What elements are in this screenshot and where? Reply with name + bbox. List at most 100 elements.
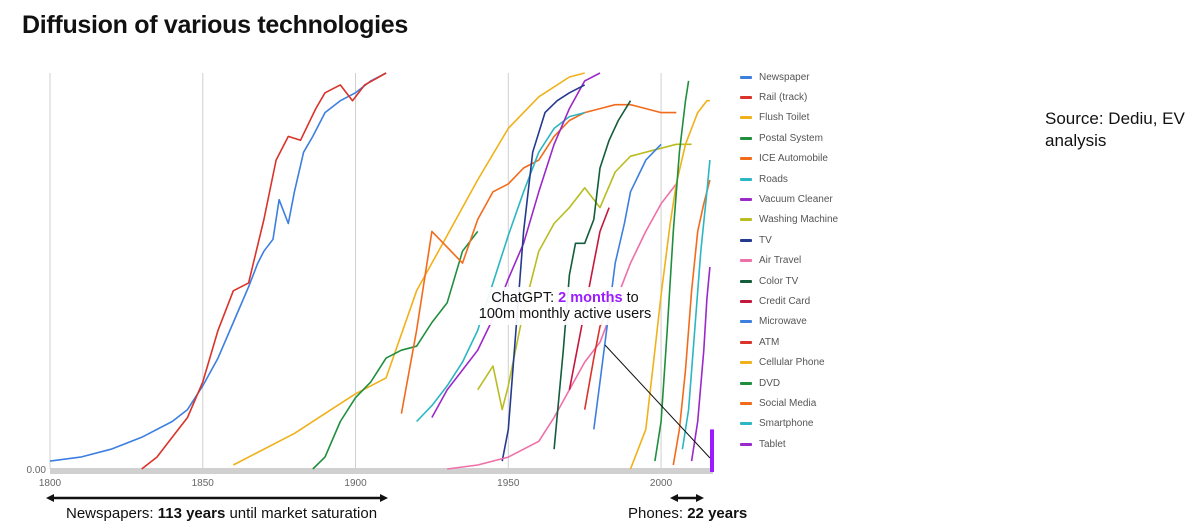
legend-label: Rail (track)	[759, 92, 808, 104]
legend-swatch	[740, 136, 752, 140]
callout-pointer	[604, 344, 711, 459]
phones-span-arrow-head-left	[670, 494, 678, 502]
legend-item: Tablet	[740, 434, 838, 454]
legend-item: DVD	[740, 373, 838, 393]
legend-item: Roads	[740, 169, 838, 189]
legend-item: Postal System	[740, 128, 838, 148]
series-line-air-travel	[447, 183, 677, 470]
legend-swatch	[740, 157, 752, 161]
legend-label: Color TV	[759, 275, 799, 287]
legend-label: Vacuum Cleaner	[759, 194, 833, 206]
series-line-flush-toilet	[232, 72, 585, 466]
legend-swatch	[740, 320, 752, 324]
legend-label: ICE Automobile	[759, 153, 828, 165]
legend-swatch	[740, 198, 752, 202]
series-line-washing-machine	[477, 143, 692, 411]
legend-label: Air Travel	[759, 255, 802, 267]
legend-label: Credit Card	[759, 295, 811, 307]
phones-note: Phones: 22 years	[628, 505, 747, 522]
legend-swatch	[740, 218, 752, 222]
newspapers-note-bold: 113 years	[157, 505, 226, 522]
phones-note-bold: 22 years	[687, 505, 748, 522]
callout-suffix: to 100m monthly active users	[478, 290, 652, 322]
series-line-roads	[416, 111, 585, 423]
page-title: Diffusion of various technologies	[22, 11, 408, 39]
legend-label: Postal System	[759, 132, 823, 144]
legend-swatch	[740, 238, 752, 242]
series-line-credit-card	[568, 207, 610, 390]
legend-label: Cellular Phone	[759, 357, 825, 369]
newspapers-note-suffix: until market saturation	[225, 505, 378, 522]
legend-swatch	[740, 442, 752, 446]
callout-prefix: ChatGPT:	[491, 290, 559, 306]
series-line-social-media	[672, 179, 711, 466]
x-tick-label: 1800	[39, 478, 62, 489]
legend-label: DVD	[759, 377, 781, 389]
x-tick-label: 1950	[497, 478, 520, 489]
legend-swatch	[740, 279, 752, 283]
series-line-tv	[501, 84, 586, 462]
legend-swatch	[740, 422, 752, 426]
legend-item: Smartphone	[740, 414, 838, 434]
legend-label: Tablet	[759, 438, 786, 450]
y-tick-label: 0.00	[27, 465, 47, 476]
legend-item: Social Media	[740, 393, 838, 413]
series-line-rail-track-	[141, 72, 387, 470]
legend-swatch	[740, 401, 752, 405]
newspapers-span-arrow-head-right	[380, 494, 388, 502]
legend-swatch	[740, 75, 752, 79]
newspapers-note-prefix: Newspapers:	[66, 505, 158, 522]
chatgpt-callout: ChatGPT: 2 months to 100m monthly active…	[474, 287, 656, 325]
series-line-postal-system	[312, 230, 479, 470]
legend-item: Color TV	[740, 271, 838, 291]
source-note: Source: Dediu, EV analysis	[1045, 109, 1185, 150]
legend-label: Roads	[759, 173, 788, 185]
legend-swatch	[740, 361, 752, 365]
series-line-dvd	[654, 80, 690, 462]
legend-label: Newspaper	[759, 71, 810, 83]
newspapers-span-arrow-head-left	[46, 494, 54, 502]
legend-item: Vacuum Cleaner	[740, 189, 838, 209]
legend-swatch	[740, 96, 752, 100]
legend-item: ICE Automobile	[740, 149, 838, 169]
legend-item: Microwave	[740, 312, 838, 332]
legend-item: Credit Card	[740, 291, 838, 311]
series-line-vacuum-cleaner	[431, 72, 601, 418]
legend-swatch	[740, 340, 752, 344]
legend-item: Washing Machine	[740, 210, 838, 230]
legend-swatch	[740, 259, 752, 263]
legend-item: ATM	[740, 332, 838, 352]
series-line-microwave	[593, 143, 662, 430]
legend-swatch	[740, 381, 752, 385]
legend-item: Flush Toilet	[740, 108, 838, 128]
callout-highlight: 2 months	[558, 290, 623, 306]
legend-label: TV	[759, 234, 772, 246]
legend-item: Cellular Phone	[740, 352, 838, 372]
series-line-ice-automobile	[400, 103, 677, 414]
phones-note-prefix: Phones:	[628, 505, 688, 522]
chart-legend: Newspaper Rail (track) Flush Toilet Postal …	[740, 67, 838, 454]
legend-item: TV	[740, 230, 838, 250]
legend-label: ATM	[759, 336, 780, 348]
series-line-newspaper	[49, 72, 387, 462]
legend-swatch	[740, 116, 752, 120]
legend-label: Smartphone	[759, 418, 814, 430]
x-tick-label: 1900	[344, 478, 367, 489]
x-tick-label: 1850	[192, 478, 215, 489]
x-tick-label: 2000	[650, 478, 673, 489]
newspapers-note: Newspapers: 113 years until market satur…	[66, 505, 377, 522]
legend-item: Air Travel	[740, 251, 838, 271]
legend-swatch	[740, 299, 752, 303]
phones-span-arrow-head-right	[696, 494, 704, 502]
series-line-smartphone	[681, 160, 711, 450]
legend-label: Microwave	[759, 316, 807, 328]
x-axis-baseline	[50, 468, 713, 474]
legend-label: Social Media	[759, 397, 817, 409]
legend-label: Washing Machine	[759, 214, 839, 226]
series-line-tablet	[690, 266, 711, 462]
legend-swatch	[740, 177, 752, 181]
legend-label: Flush Toilet	[759, 112, 810, 124]
legend-item: Newspaper	[740, 67, 838, 87]
legend-item: Rail (track)	[740, 87, 838, 107]
